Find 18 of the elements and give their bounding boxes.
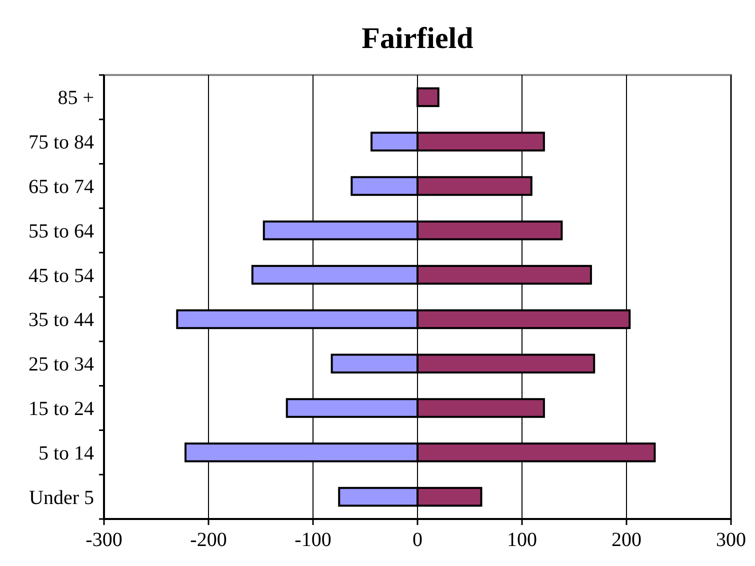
y-tick-label: 45 to 54 [28,264,94,287]
x-tick-label: -200 [190,529,227,551]
chart-title: Fairfield [362,22,474,55]
y-tick-label: 5 to 14 [38,442,94,464]
y-tick-label: 85 + [58,87,94,110]
y-tick-label: 15 to 24 [28,398,94,420]
x-tick-label: -300 [86,529,122,551]
y-tick-label: 65 to 74 [28,176,94,198]
x-tick-label: 300 [716,529,746,551]
y-tick-label: 55 to 64 [28,220,94,242]
x-tick-label: -100 [294,529,332,551]
x-tick-label: 100 [507,529,537,551]
y-tick-label: 75 to 84 [28,132,94,154]
y-tick-label: 25 to 34 [28,354,94,376]
y-tick-label: Under 5 [29,486,94,509]
y-tick-label: 35 to 44 [28,309,94,332]
x-tick-label: 200 [612,529,642,551]
x-tick-label: 0 [412,529,422,551]
